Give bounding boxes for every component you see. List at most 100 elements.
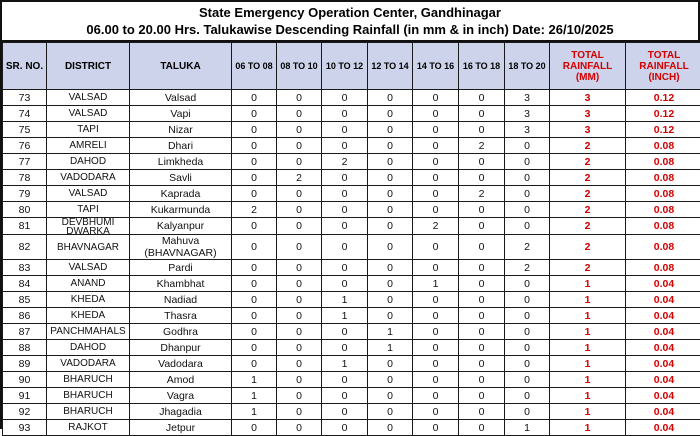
cell-total-rainfall-inch: 0.08 <box>626 170 700 186</box>
cell-sr-no: 87 <box>3 324 47 340</box>
cell-district: TAPI <box>47 202 130 218</box>
cell-18-to-20: 2 <box>505 260 550 276</box>
cell-taluka: Dhanpur <box>130 340 232 356</box>
cell-06-to-08: 0 <box>232 308 277 324</box>
cell-10-to-12: 0 <box>322 170 368 186</box>
cell-total-rainfall-mm: 2 <box>550 218 626 235</box>
cell-08-to-10: 0 <box>277 308 322 324</box>
cell-16-to-18: 0 <box>459 292 505 308</box>
cell-10-to-12: 0 <box>322 235 368 260</box>
district-label: BHARUCH <box>47 375 129 384</box>
cell-08-to-10: 0 <box>277 276 322 292</box>
cell-sr-no: 77 <box>3 154 47 170</box>
cell-16-to-18: 2 <box>459 138 505 154</box>
cell-taluka: Kukarmunda <box>130 202 232 218</box>
district-label: AMRELI <box>47 141 129 150</box>
cell-08-to-10: 0 <box>277 388 322 404</box>
cell-total-rainfall-inch: 0.04 <box>626 372 700 388</box>
cell-10-to-12: 1 <box>322 308 368 324</box>
column-header-district: DISTRICT <box>47 43 130 90</box>
column-header-06-to-08: 06 TO 08 <box>232 43 277 90</box>
cell-district: VADODARA <box>47 170 130 186</box>
cell-total-rainfall-mm: 1 <box>550 388 626 404</box>
district-label: VADODARA <box>47 173 129 182</box>
cell-16-to-18: 2 <box>459 186 505 202</box>
cell-08-to-10: 0 <box>277 138 322 154</box>
cell-total-rainfall-inch: 0.04 <box>626 276 700 292</box>
column-header-total-rainfall-mm: TOTAL RAINFALL (MM) <box>550 43 626 90</box>
cell-08-to-10: 0 <box>277 235 322 260</box>
cell-18-to-20: 0 <box>505 356 550 372</box>
cell-10-to-12: 0 <box>322 388 368 404</box>
cell-sr-no: 91 <box>3 388 47 404</box>
cell-06-to-08: 0 <box>232 276 277 292</box>
cell-14-to-16: 0 <box>413 340 459 356</box>
column-header-08-to-10: 08 TO 10 <box>277 43 322 90</box>
cell-10-to-12: 0 <box>322 260 368 276</box>
district-label: VALSAD <box>47 109 129 118</box>
cell-18-to-20: 0 <box>505 202 550 218</box>
cell-total-rainfall-inch: 0.08 <box>626 154 700 170</box>
cell-08-to-10: 0 <box>277 340 322 356</box>
cell-total-rainfall-inch: 0.04 <box>626 356 700 372</box>
cell-10-to-12: 1 <box>322 356 368 372</box>
cell-10-to-12: 0 <box>322 340 368 356</box>
cell-total-rainfall-inch: 0.08 <box>626 260 700 276</box>
cell-10-to-12: 0 <box>322 372 368 388</box>
cell-total-rainfall-inch: 0.04 <box>626 340 700 356</box>
cell-sr-no: 92 <box>3 404 47 420</box>
cell-total-rainfall-inch: 0.04 <box>626 292 700 308</box>
cell-total-rainfall-mm: 2 <box>550 186 626 202</box>
cell-14-to-16: 0 <box>413 420 459 436</box>
cell-06-to-08: 0 <box>232 186 277 202</box>
cell-06-to-08: 0 <box>232 90 277 106</box>
cell-taluka: Vadodara <box>130 356 232 372</box>
cell-06-to-08: 0 <box>232 170 277 186</box>
cell-14-to-16: 0 <box>413 186 459 202</box>
district-label: BHARUCH <box>47 407 129 416</box>
cell-08-to-10: 0 <box>277 324 322 340</box>
column-header-14-to-16: 14 TO 16 <box>413 43 459 90</box>
cell-16-to-18: 0 <box>459 90 505 106</box>
cell-district: KHEDA <box>47 308 130 324</box>
cell-taluka: Godhra <box>130 324 232 340</box>
cell-sr-no: 73 <box>3 90 47 106</box>
cell-10-to-12: 0 <box>322 420 368 436</box>
cell-total-rainfall-inch: 0.04 <box>626 404 700 420</box>
cell-total-rainfall-mm: 1 <box>550 308 626 324</box>
district-label: VALSAD <box>47 93 129 102</box>
cell-district: BHARUCH <box>47 388 130 404</box>
district-label: KHEDA <box>47 311 129 320</box>
cell-total-rainfall-inch: 0.12 <box>626 122 700 138</box>
cell-12-to-14: 0 <box>368 170 413 186</box>
cell-08-to-10: 0 <box>277 154 322 170</box>
cell-18-to-20: 0 <box>505 218 550 235</box>
cell-sr-no: 80 <box>3 202 47 218</box>
cell-total-rainfall-inch: 0.08 <box>626 138 700 154</box>
cell-18-to-20: 0 <box>505 340 550 356</box>
cell-12-to-14: 0 <box>368 138 413 154</box>
cell-14-to-16: 0 <box>413 106 459 122</box>
cell-16-to-18: 0 <box>459 276 505 292</box>
cell-16-to-18: 0 <box>459 324 505 340</box>
cell-12-to-14: 0 <box>368 235 413 260</box>
cell-06-to-08: 0 <box>232 154 277 170</box>
district-label: TAPI <box>47 205 129 214</box>
cell-06-to-08: 0 <box>232 122 277 138</box>
cell-08-to-10: 0 <box>277 218 322 235</box>
cell-10-to-12: 0 <box>322 138 368 154</box>
district-label: DAHOD <box>47 343 129 352</box>
report-title: State Emergency Operation Center, Gandhi… <box>2 4 698 21</box>
cell-total-rainfall-mm: 1 <box>550 324 626 340</box>
cell-sr-no: 75 <box>3 122 47 138</box>
cell-08-to-10: 0 <box>277 292 322 308</box>
cell-18-to-20: 0 <box>505 292 550 308</box>
cell-total-rainfall-mm: 3 <box>550 106 626 122</box>
cell-taluka: Vagra <box>130 388 232 404</box>
